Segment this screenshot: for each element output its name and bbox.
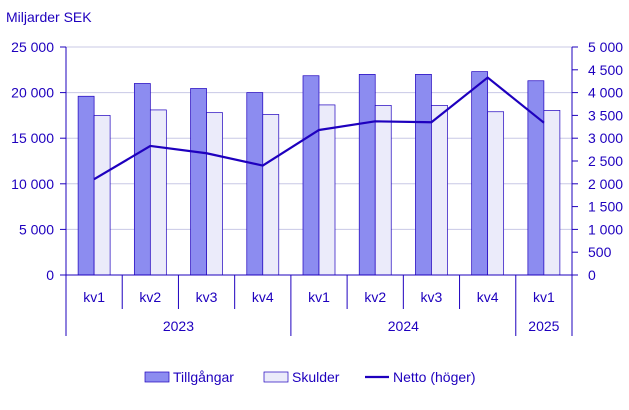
bar-tillg-ngar	[471, 71, 489, 276]
category-label: kv1	[83, 289, 105, 305]
unit-label: Miljarder SEK	[6, 9, 92, 25]
right-tick-label: 4 500	[588, 62, 623, 78]
left-tick-label: 25 000	[11, 39, 54, 55]
axes-layer	[60, 46, 578, 336]
legend-label: Netto (höger)	[393, 369, 475, 385]
bar-tillg-ngar	[527, 80, 545, 276]
bar-skulder	[149, 109, 167, 276]
group-label: 2025	[528, 318, 559, 334]
right-tick-label: 0	[588, 267, 596, 283]
bar-skulder	[93, 115, 111, 276]
right-tick-label: 4 000	[588, 85, 623, 101]
bar-skulder	[206, 112, 223, 276]
right-tick-label: 3 500	[588, 107, 623, 123]
category-label: kv2	[139, 289, 161, 305]
legend-label: Tillgångar	[173, 369, 234, 385]
category-label: kv3	[196, 289, 218, 305]
bar-skulder	[374, 105, 392, 276]
right-tick-label: 2 500	[588, 153, 623, 169]
left-tick-label: 5 000	[19, 221, 54, 237]
group-label: 2023	[163, 318, 194, 334]
bar-tillg-ngar	[190, 88, 207, 276]
left-tick-label: 10 000	[11, 176, 54, 192]
left-tick-label: 15 000	[11, 130, 54, 146]
category-label: kv4	[477, 289, 499, 305]
right-tick-label: 1 000	[588, 221, 623, 237]
bar-tillg-ngar	[302, 75, 320, 276]
legend-label: Skulder	[292, 369, 340, 385]
category-label: kv1	[308, 289, 330, 305]
right-axis-ticks: 0 500 1 000 1 500 2 000 2 500 3 000 3 500 4 000 4…	[588, 39, 623, 283]
netto-line-layer	[93, 76, 545, 181]
left-axis-ticks: 0 5 000 10 000 15 000 20 000 25 000	[11, 39, 54, 283]
legend-swatch	[263, 371, 289, 383]
bars-layer	[77, 71, 561, 276]
legend: Tillgångar Skulder Netto (höger)	[144, 369, 475, 385]
category-label: kv4	[252, 289, 274, 305]
netto-line	[93, 76, 545, 181]
right-tick-label: 1 500	[588, 199, 623, 215]
left-tick-label: 20 000	[11, 85, 54, 101]
bar-tillg-ngar	[133, 83, 151, 276]
legend-swatch	[144, 371, 170, 383]
x-axis-labels: kv1 kv2 kv3 kv4 kv1 kv2 kv3 kv4 kv1 2023 2024 2025	[83, 289, 559, 334]
right-tick-label: 5 000	[588, 39, 623, 55]
left-tick-label: 0	[46, 267, 54, 283]
category-label: kv3	[421, 289, 443, 305]
bar-skulder	[431, 105, 448, 276]
bar-skulder	[543, 110, 561, 276]
right-tick-label: 500	[588, 244, 612, 260]
right-tick-label: 2 000	[588, 176, 623, 192]
bar-skulder	[487, 111, 505, 276]
category-label: kv2	[364, 289, 386, 305]
bar-tillg-ngar	[77, 95, 95, 276]
bar-skulder	[262, 114, 280, 276]
category-label: kv1	[533, 289, 555, 305]
bar-tillg-ngar	[246, 92, 264, 276]
bar-tillg-ngar	[358, 74, 376, 276]
group-label: 2024	[388, 318, 419, 334]
bar-tillg-ngar	[415, 74, 432, 276]
right-tick-label: 3 000	[588, 130, 623, 146]
